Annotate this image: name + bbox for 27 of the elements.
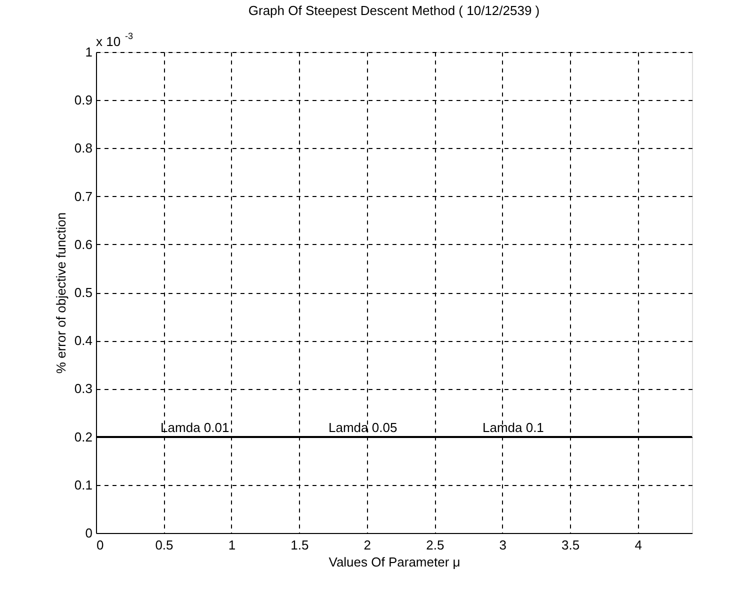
x-tick-label: 3.5 [562, 538, 580, 552]
y-axis-title: % error of objective function [53, 212, 68, 374]
y-tick-label: 0.2 [74, 429, 92, 444]
x-tick-label: 1 [228, 538, 236, 552]
annotation: Lamda 0.01 [160, 420, 230, 435]
y-tick-label: 0.4 [74, 333, 92, 348]
y-tick-label: 0.6 [74, 236, 92, 252]
x-tick-label: 1.5 [290, 538, 309, 552]
y-tick-label: 0.3 [74, 381, 92, 396]
x-tick-label: 0.5 [155, 538, 174, 552]
x-tick-label: 2.5 [426, 538, 444, 552]
y-tick-label: 1 [85, 44, 92, 60]
x-tick-label: 4 [634, 538, 642, 552]
x-tick-label: 2 [364, 538, 372, 552]
chart-title: Graph Of Steepest Descent Method ( 10/12/2539 ) [248, 3, 540, 18]
annotation: Lamda 0.1 [482, 420, 544, 435]
x-axis-title: Values Of Parameter μ [328, 554, 460, 570]
y-tick-label: 0.8 [74, 140, 92, 156]
text: x 10-3 [96, 31, 134, 49]
y-tick-label: 0.1 [74, 477, 92, 492]
x-tick-label: 0 [96, 538, 104, 552]
y-tick-label: 0 [85, 526, 92, 540]
y-tick-label: 0.5 [74, 285, 92, 300]
x-tick-label: 3 [499, 538, 506, 552]
y-tick-label: 0.7 [74, 188, 92, 204]
y-tick-label: 0.9 [74, 92, 92, 108]
annotation: Lamda 0.05 [328, 420, 398, 435]
